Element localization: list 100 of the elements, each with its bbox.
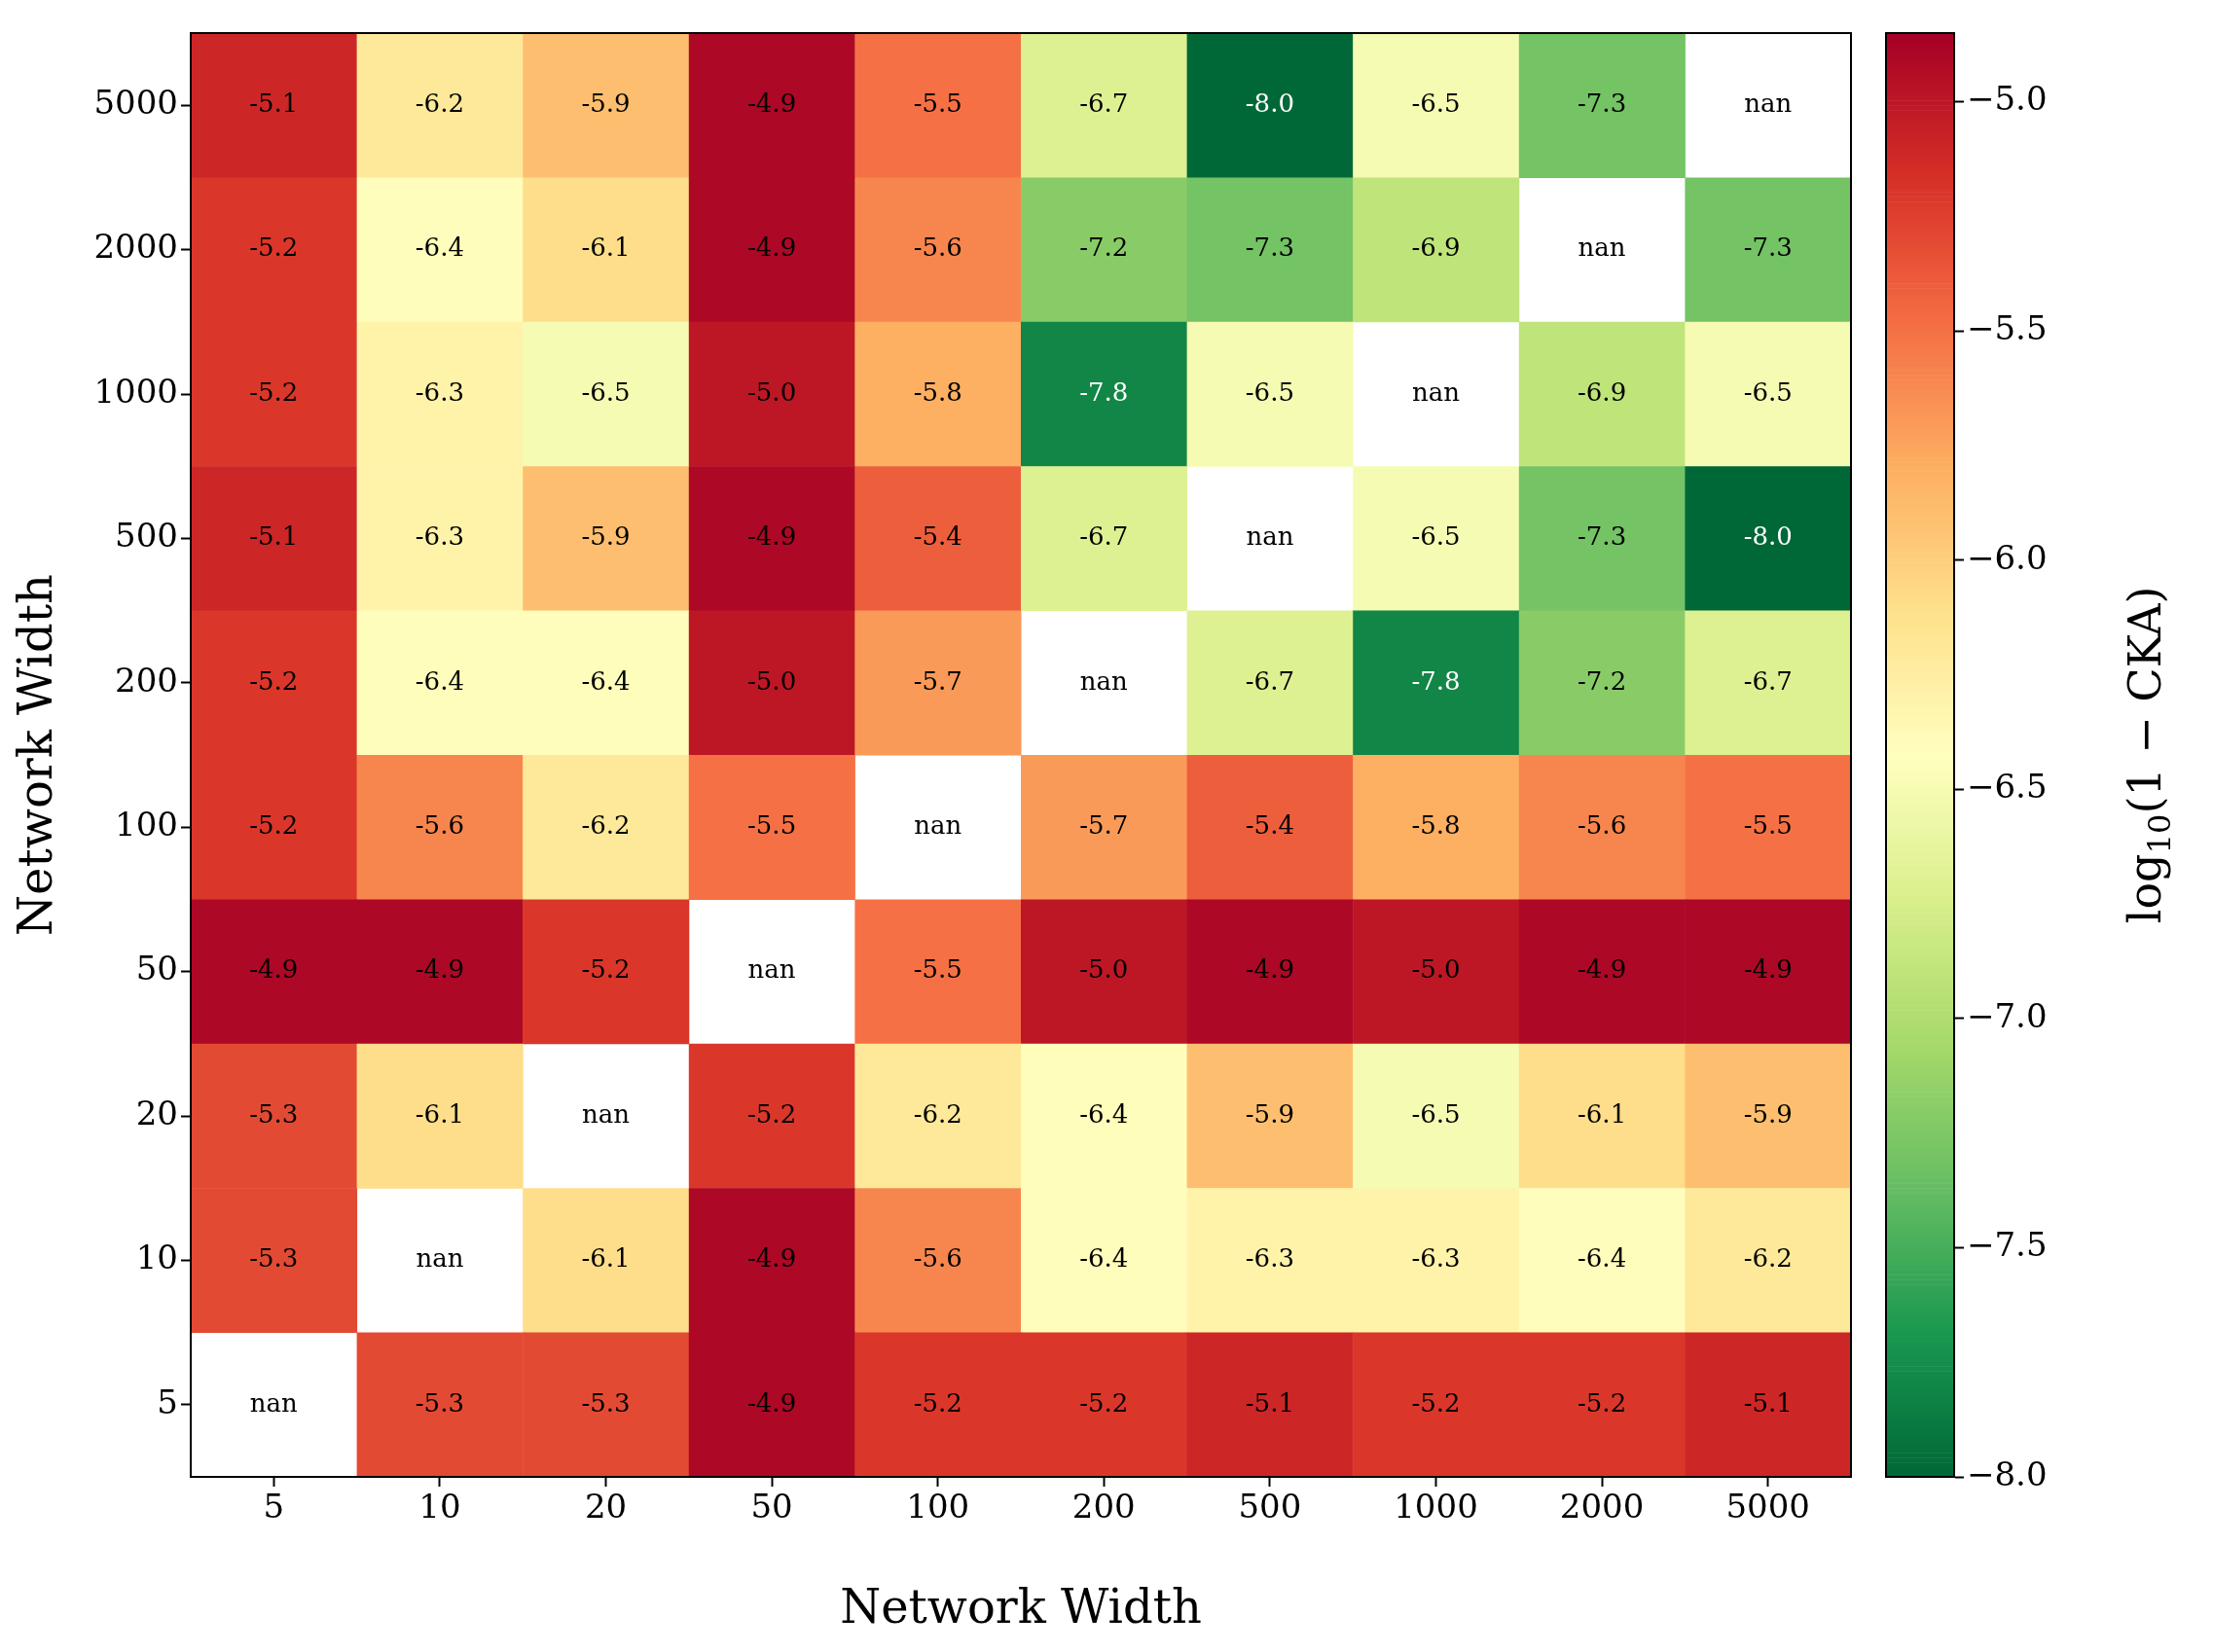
text: nan: [1578, 233, 1626, 263]
x-axis-title: Network Width: [840, 1578, 1202, 1634]
data-label: -5.1: [1743, 1387, 1793, 1418]
data-label: -6.2: [1743, 1243, 1793, 1274]
data-label: -6.5: [1245, 377, 1294, 407]
data-label: -6.3: [415, 377, 464, 407]
data-label: -6.4: [415, 233, 464, 263]
data-label: -7.3: [1245, 233, 1294, 263]
data-label: -7.3: [1578, 88, 1627, 118]
y-tick-label: 10: [135, 1238, 178, 1277]
text: nan: [1079, 665, 1128, 696]
data-label: -8.0: [1245, 88, 1294, 118]
data-label: -6.4: [1079, 1243, 1129, 1274]
data-label: -6.4: [415, 665, 464, 696]
x-tick-label: 200: [1071, 1487, 1136, 1526]
data-label: -4.9: [1743, 954, 1793, 985]
data-label: -6.7: [1079, 88, 1129, 118]
data-label: -5.2: [249, 809, 299, 840]
color-bar-label: −5.0: [1967, 79, 2048, 119]
data-label: -6.5: [581, 377, 631, 407]
data-label: -6.1: [581, 233, 631, 263]
data-label: -5.8: [913, 377, 962, 407]
y-tick-label: 2000: [93, 227, 178, 267]
data-label: -7.8: [1411, 665, 1461, 696]
data-label: -4.9: [1245, 954, 1294, 985]
color-bar-label: −6.0: [1967, 537, 2048, 577]
data-label: -5.0: [1411, 954, 1461, 985]
data-label: -6.2: [581, 809, 631, 840]
data-label: -6.3: [1411, 1243, 1461, 1274]
data-label: -5.0: [747, 665, 797, 696]
text: nan: [1412, 377, 1460, 407]
data-label: -6.1: [415, 1098, 464, 1129]
data-label: -5.1: [1245, 1387, 1294, 1418]
y-tick-label: 1000: [93, 371, 178, 411]
x-tick-label: 1000: [1394, 1487, 1478, 1526]
data-label: -4.9: [747, 521, 797, 552]
x-tick-label: 5000: [1725, 1487, 1810, 1526]
x-tick-label: 500: [1238, 1487, 1302, 1526]
data-label: -5.5: [1743, 809, 1793, 840]
y-tick-label: 100: [115, 805, 178, 844]
data-label: -5.2: [1411, 1387, 1461, 1418]
data-label: -5.0: [1079, 954, 1129, 985]
data-label: -4.9: [1578, 954, 1627, 985]
y-tick-label: 20: [135, 1093, 178, 1132]
data-label: -5.6: [913, 233, 962, 263]
data-label: -5.3: [249, 1243, 299, 1274]
x-tick-label: 5: [263, 1487, 285, 1526]
data-label: -5.6: [1578, 809, 1627, 840]
data-label: -5.2: [747, 1098, 797, 1129]
text: nan: [1246, 521, 1294, 552]
data-label: -4.9: [415, 954, 464, 985]
data-label: -5.4: [1245, 809, 1294, 840]
data-label: -6.4: [1079, 1098, 1129, 1129]
data-label: -5.9: [1743, 1098, 1793, 1129]
x-tick-label: 10: [418, 1487, 461, 1526]
data-label: -4.9: [747, 233, 797, 263]
data-label: -4.9: [747, 1243, 797, 1274]
color-bar-label: −7.0: [1967, 995, 2048, 1035]
data-label: -5.1: [249, 88, 299, 118]
y-tick-label: 50: [135, 949, 178, 988]
data-label: -6.9: [1578, 377, 1627, 407]
color-bar-label: −6.5: [1967, 767, 2048, 807]
data-label: -5.1: [249, 521, 299, 552]
text: nan: [416, 1243, 464, 1274]
data-label: -6.7: [1743, 665, 1793, 696]
data-label: -6.7: [1245, 665, 1294, 696]
data-label: -7.2: [1578, 665, 1627, 696]
text: nan: [914, 809, 962, 840]
data-label: -6.1: [581, 1243, 631, 1274]
x-tick-label: 2000: [1559, 1487, 1645, 1526]
data-label: -5.2: [1079, 1387, 1129, 1418]
data-label: -6.3: [1245, 1243, 1294, 1274]
color-bar-label: −8.0: [1967, 1454, 2048, 1493]
data-label: -5.8: [1411, 809, 1461, 840]
data-label: -5.2: [249, 377, 299, 407]
data-label: -5.5: [913, 88, 962, 118]
y-tick-label: 5: [157, 1382, 178, 1421]
data-label: -5.7: [1079, 809, 1129, 840]
data-label: -6.3: [415, 521, 464, 552]
data-label: -6.1: [1578, 1098, 1627, 1129]
data-label: -5.2: [1578, 1387, 1627, 1418]
y-tick-label: 200: [115, 660, 178, 700]
data-label: -8.0: [1743, 521, 1793, 552]
data-label: -5.5: [913, 954, 962, 985]
text: nan: [249, 1387, 298, 1418]
data-label: -6.5: [1411, 88, 1461, 118]
data-label: -6.4: [581, 665, 631, 696]
x-tick-label: 20: [584, 1487, 628, 1526]
data-label: -5.2: [913, 1387, 962, 1418]
data-label: -5.0: [747, 377, 797, 407]
data-label: -5.2: [581, 954, 631, 985]
data-label: -6.4: [1578, 1243, 1627, 1274]
data-label: -7.2: [1079, 233, 1129, 263]
data-label: -5.6: [913, 1243, 962, 1274]
data-label: -6.5: [1743, 377, 1793, 407]
text: nan: [582, 1098, 630, 1129]
data-label: -5.5: [747, 809, 797, 840]
text: nan: [747, 954, 796, 985]
x-tick-label: 50: [750, 1487, 793, 1526]
data-label: -7.3: [1743, 233, 1793, 263]
